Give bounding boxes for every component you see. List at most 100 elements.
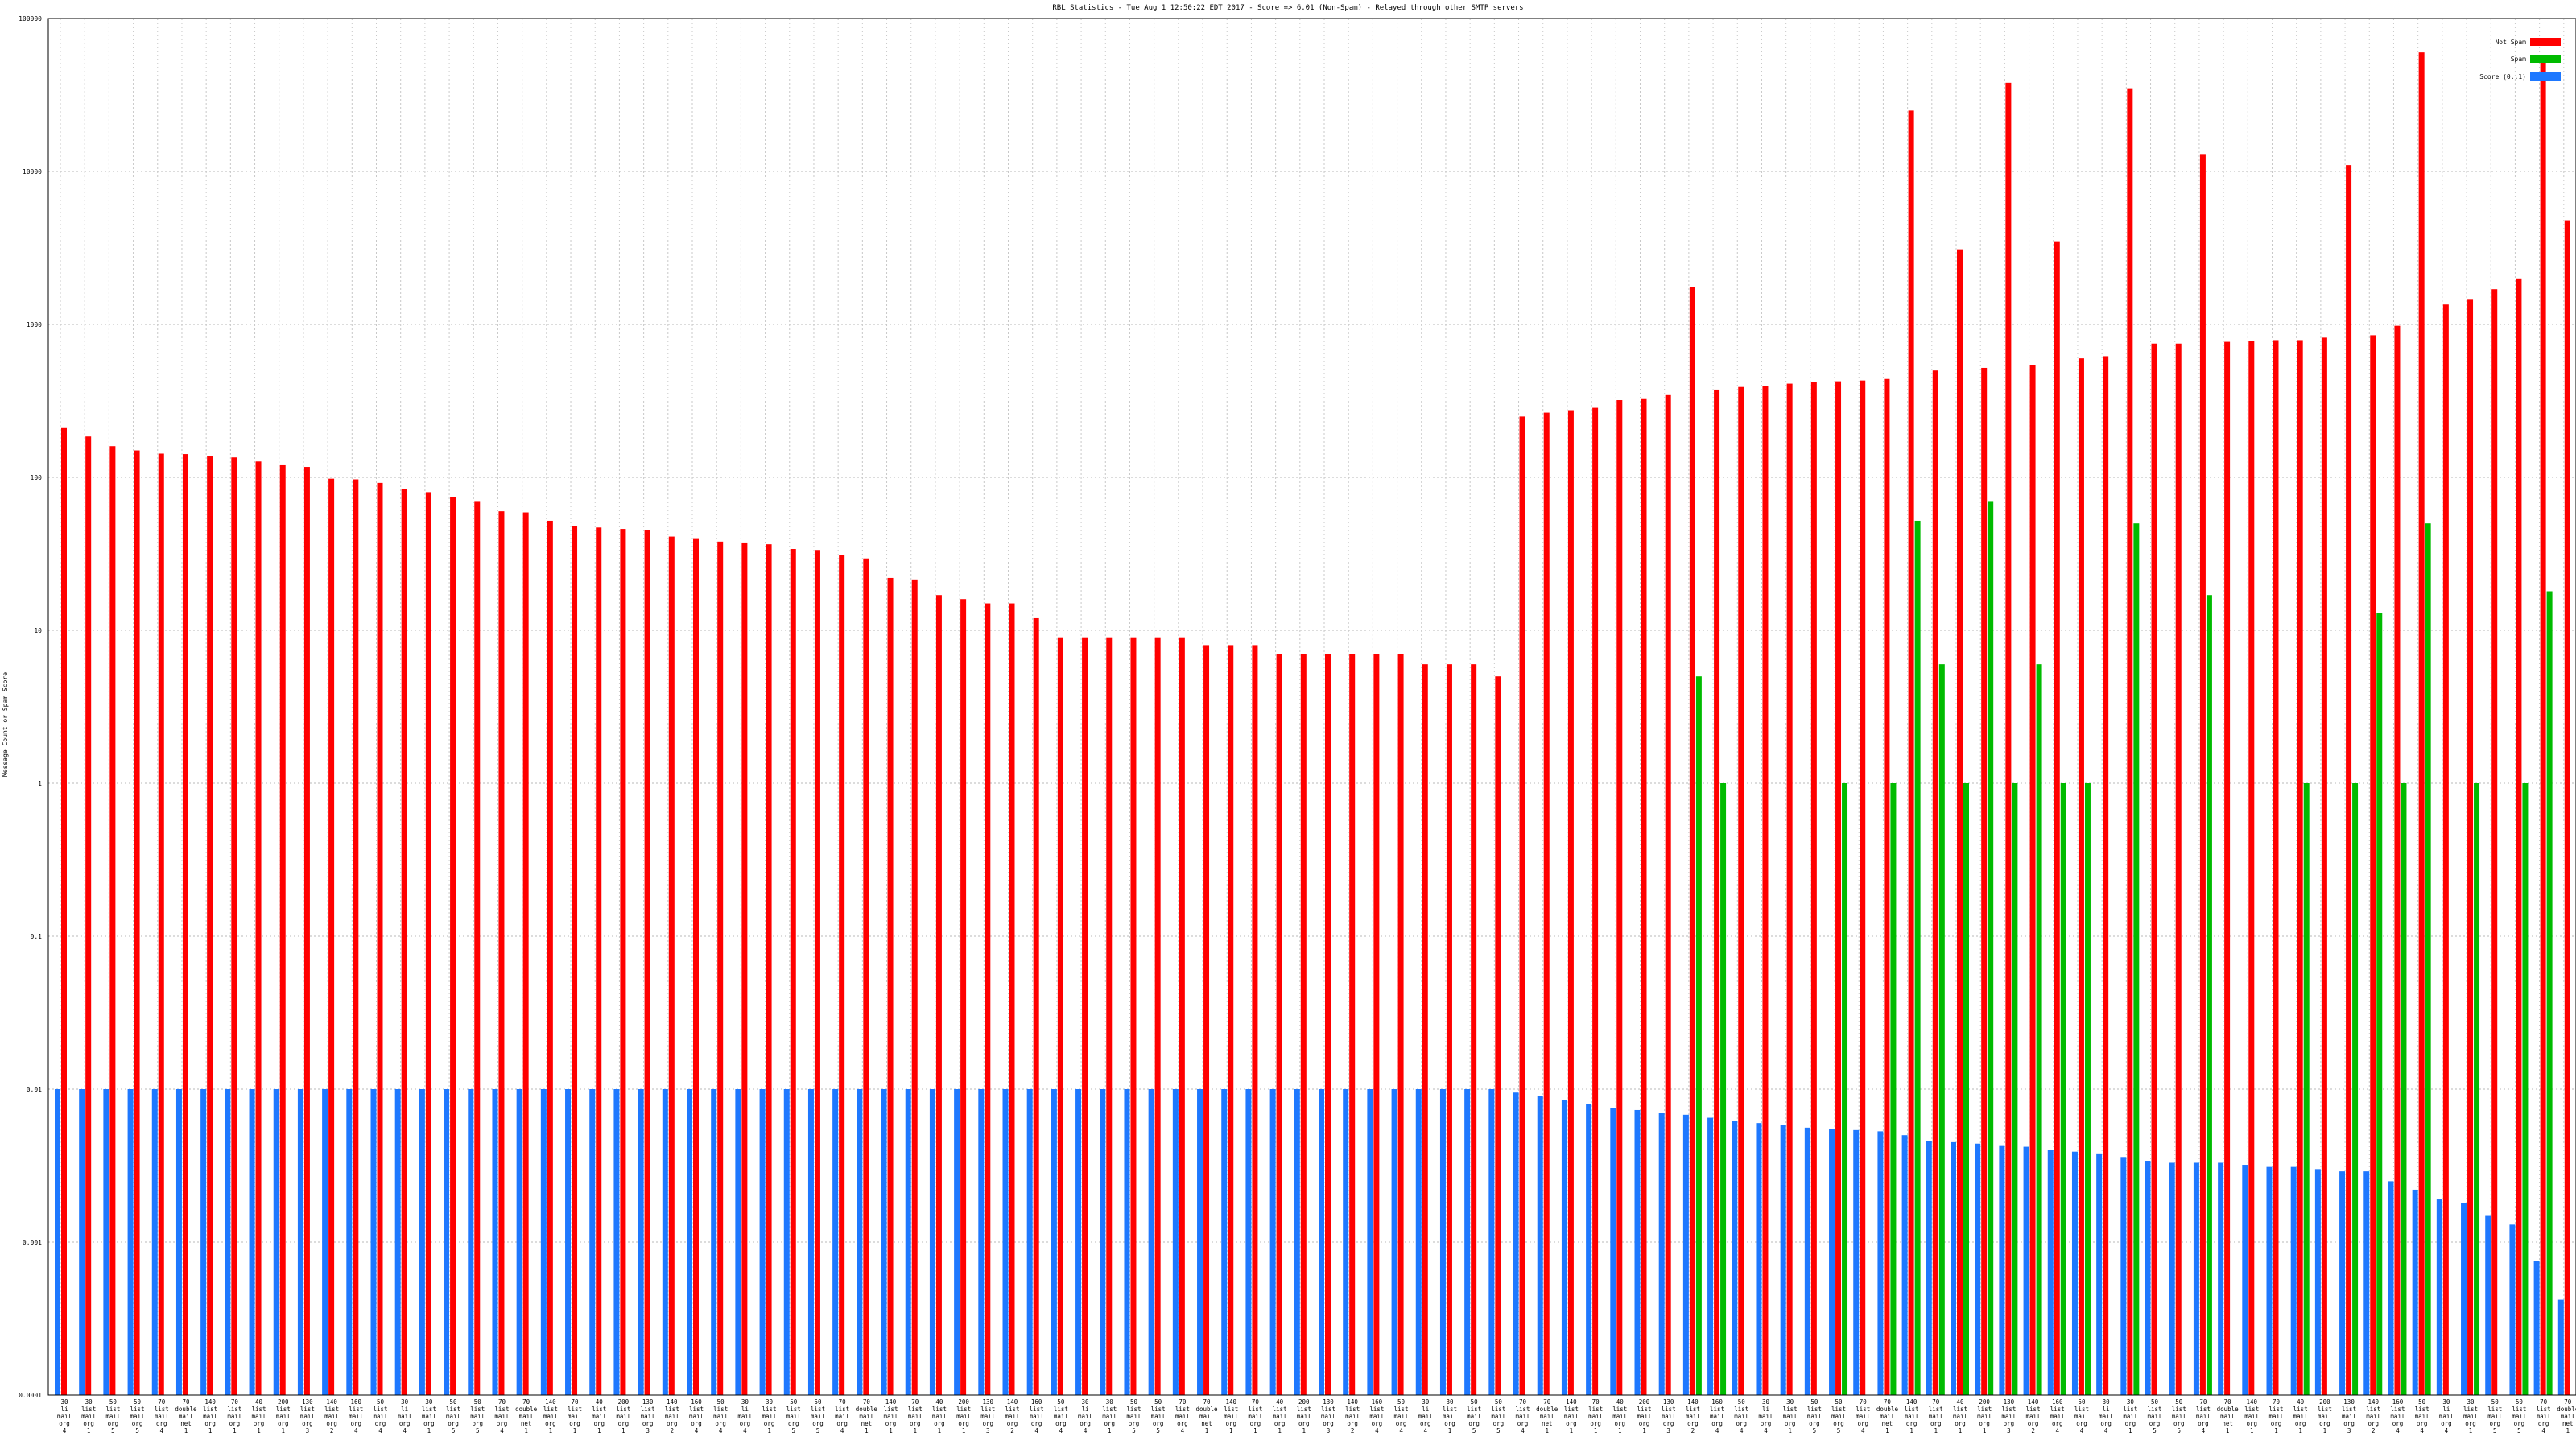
bar-not-spam [1495,676,1501,1395]
bar-score [905,1089,911,1395]
bar-not-spam [1033,617,1039,1395]
bar-score [662,1089,668,1395]
bar-score [2363,1171,2370,1395]
bar-not-spam [1567,410,1574,1395]
x-tick-label: 50 list mail org 4 [1394,1398,1409,1435]
bar-score [346,1089,353,1395]
x-tick-label: 50 list mail org 5 [1831,1398,1846,1435]
bar-not-spam [2248,341,2255,1396]
x-tick-label: 30 li mail org 4 [2099,1398,2113,1435]
bar-score [1877,1131,1884,1395]
bar-not-spam [2175,343,2182,1395]
bar-score [1975,1143,1981,1395]
bar-not-spam [2491,289,2498,1395]
bar-score [2412,1189,2418,1395]
bar-score [1804,1127,1810,1395]
bar-score [2533,1261,2540,1395]
bar-not-spam [1519,416,1525,1396]
x-tick-label: 140 list mail org 1 [1224,1398,1238,1435]
bar-score [1999,1145,2005,1395]
bar-spam [1938,664,1945,1395]
x-tick-label: 30 list mail org 1 [81,1398,96,1435]
bar-score [978,1089,985,1395]
x-tick-label: 200 list mail org 1 [276,1398,291,1435]
bar-score [1951,1141,1956,1395]
bar-not-spam [2127,88,2133,1395]
x-tick-label: 140 list mail org 1 [884,1398,898,1435]
bar-score [1658,1113,1665,1395]
bar-not-spam [985,603,991,1395]
bar-score [1901,1135,1908,1395]
bar-not-spam [1908,110,1914,1396]
x-tick-label: 140 list mail org 2 [1345,1398,1360,1435]
bar-score [444,1089,450,1395]
bar-score [2145,1161,2151,1395]
bar-score [1513,1092,1519,1395]
bar-score [1439,1089,1446,1395]
x-tick-label: 30 list mail org 1 [762,1398,777,1435]
bar-score [1464,1089,1471,1395]
bar-score [1756,1123,1762,1395]
x-tick-label: 140 list mail org 2 [2366,1398,2380,1435]
bar-not-spam [1252,645,1258,1395]
bar-not-spam [1835,381,1842,1396]
legend: Not Spam Spam Score (0..1) [2479,38,2561,80]
x-tick-label: 200 list mail org 1 [956,1398,971,1435]
x-tick-label: 160 list mail org 4 [2390,1398,2405,1435]
bar-not-spam [182,454,188,1395]
x-tick-label: 200 list mail org 1 [1297,1398,1311,1435]
bar-score [516,1089,522,1395]
bar-score [297,1089,303,1395]
bar-not-spam [2103,356,2109,1396]
x-tick-label: 140 list mail org 1 [543,1398,558,1435]
bar-score [832,1089,839,1395]
legend-swatch-not-spam [2530,38,2561,46]
bar-not-spam [1106,637,1113,1395]
chart-title: RBL Statistics - Tue Aug 1 12:50:22 EDT … [1052,4,1523,12]
bar-not-spam [1786,383,1793,1396]
x-tick-label: 50 list mail org 5 [446,1398,460,1435]
x-tick-label: 50 list mail org 4 [2415,1398,2429,1435]
bar-score [1732,1121,1738,1395]
bar-not-spam [1203,645,1210,1395]
bar-score [857,1089,863,1395]
bar-score [2023,1146,2029,1395]
bar-score [249,1089,255,1395]
legend-label-not-spam: Not Spam [2495,39,2526,46]
bar-score [2169,1162,2175,1395]
bar-score [79,1089,85,1395]
x-tick-label: 70 list mail org 4 [835,1398,849,1435]
bar-spam [1695,676,1702,1395]
x-tick-label: 30 list mail org 1 [422,1398,436,1435]
bar-not-spam [522,512,529,1396]
x-tick-label: 140 list mail org 1 [1564,1398,1579,1435]
bar-score [1586,1104,1592,1395]
bar-score [2436,1199,2442,1395]
x-tick-label: 30 li mail org 4 [1078,1398,1092,1435]
bar-score [1197,1089,1203,1395]
x-tick-label: 50 list mail org 4 [373,1398,387,1435]
x-tick-label: 30 list mail org 1 [2123,1398,2137,1435]
bar-score [1002,1089,1009,1395]
bar-marks [55,52,2570,1396]
bar-score [2096,1153,2103,1395]
bar-not-spam [2029,365,2036,1395]
bar-not-spam [1665,394,1671,1396]
x-tick-label: 70 list mail org 4 [1856,1398,1870,1435]
x-tick-label: 140 list mail org 2 [665,1398,679,1435]
bar-not-spam [1616,400,1623,1396]
bar-score [1148,1089,1154,1395]
bar-spam [2012,783,2018,1395]
bar-score [2339,1171,2346,1395]
bar-not-spam [693,538,699,1395]
bar-not-spam [1714,389,1720,1395]
x-tick-label: 140 list mail org 1 [1905,1398,1919,1435]
x-tick-label: 30 li mail org 4 [2439,1398,2454,1435]
bar-not-spam [644,530,650,1395]
x-tick-label: 70 list mail org 4 [1516,1398,1530,1435]
